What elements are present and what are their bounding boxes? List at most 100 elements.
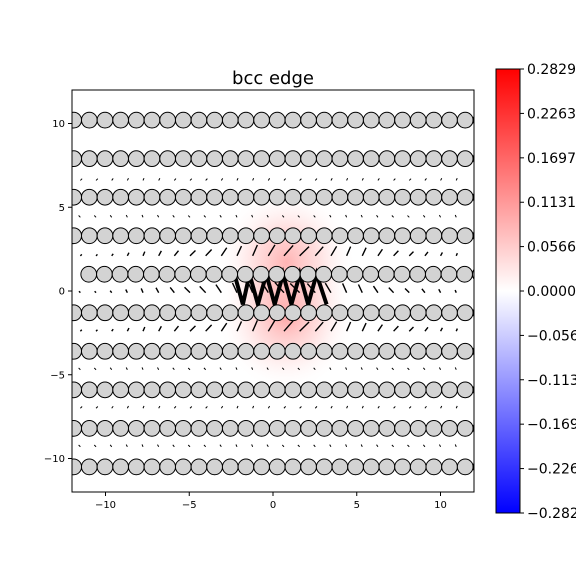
colorbar: 0.2829 0.2263 0.1697 0.1131 0.0566 0.0000 −0.0… (495, 62, 576, 522)
displacement-arrow (313, 367, 316, 371)
atom (409, 227, 427, 245)
displacement-arrow (454, 367, 457, 370)
atom (456, 419, 474, 437)
atom (300, 419, 317, 437)
displacement-arrow (111, 253, 114, 257)
atom (331, 150, 349, 168)
colorbar-tick-label: −0.2263 (527, 462, 576, 478)
displacement-arrow (126, 177, 129, 181)
atom (190, 265, 207, 283)
displacement-arrow (93, 215, 97, 218)
atom (159, 419, 177, 437)
colorbar-tick-label: −0.2829 (527, 506, 576, 522)
displacement-arrow (157, 367, 160, 370)
atom (237, 304, 255, 322)
displacement-arrow (393, 250, 399, 257)
displacement-arrow (393, 178, 396, 181)
displacement-arrow (314, 406, 318, 409)
y-tick-label: −10 (44, 454, 65, 465)
displacement-arrow (157, 214, 160, 218)
atom (331, 458, 349, 476)
displacement-arrow (235, 367, 238, 370)
atom (174, 265, 192, 283)
displacement-arrow (93, 367, 97, 371)
displacement-arrow (78, 215, 81, 218)
atom (112, 419, 130, 437)
atom (284, 111, 302, 129)
displacement-arrow (189, 249, 196, 257)
atom (253, 111, 270, 129)
atom (347, 227, 364, 245)
atom (441, 381, 458, 399)
atom (112, 381, 130, 399)
displacement-arrow (329, 444, 332, 448)
atom (159, 342, 177, 360)
atom (441, 458, 458, 476)
atom (237, 111, 255, 129)
atom (378, 381, 396, 399)
atom (236, 265, 254, 283)
atom (425, 419, 443, 437)
y-tick-label: 10 (52, 119, 65, 130)
atom (284, 150, 302, 168)
displacement-arrow (187, 215, 191, 218)
atom (362, 111, 380, 129)
displacement-arrow (377, 178, 380, 181)
atom (394, 458, 411, 476)
y-tick-label: −5 (50, 370, 65, 381)
atom (300, 150, 317, 168)
atom (456, 458, 474, 476)
atom (96, 265, 113, 283)
displacement-arrow (220, 405, 224, 409)
atom (253, 188, 270, 206)
displacement-arrow (393, 406, 396, 409)
displacement-arrow (109, 214, 113, 218)
colorbar-tick-label: −0.1697 (527, 417, 576, 433)
atom (127, 342, 145, 360)
displacement-arrow (125, 214, 128, 218)
displacement-arrow (125, 289, 128, 293)
atom (472, 153, 474, 164)
atom (300, 342, 317, 360)
displacement-arrow (205, 324, 213, 332)
atom (284, 342, 302, 360)
atom (456, 188, 474, 206)
displacement-arrow (330, 178, 333, 181)
displacement-arrow (330, 245, 338, 257)
atom (159, 458, 177, 476)
displacement-arrow (341, 283, 348, 293)
atom (378, 419, 396, 437)
atom (205, 265, 223, 283)
displacement-arrow (235, 444, 238, 447)
displacement-arrow (215, 284, 222, 294)
atom (221, 304, 239, 322)
atom (127, 188, 145, 206)
atom (456, 227, 474, 245)
colorbar-ticks: 0.2829 0.2263 0.1697 0.1131 0.0566 0.0000 −0.0… (520, 62, 576, 522)
displacement-arrow (455, 405, 458, 409)
displacement-arrow (125, 367, 128, 370)
displacement-arrow (126, 405, 129, 409)
displacement-arrow (297, 215, 300, 218)
atom (378, 150, 396, 168)
displacement-arrow (454, 214, 457, 218)
displacement-arrow (219, 367, 222, 371)
atom (268, 188, 286, 206)
displacement-arrow (79, 329, 83, 332)
displacement-arrow (422, 367, 426, 371)
displacement-arrow (438, 444, 442, 448)
displacement-arrow (361, 322, 367, 332)
displacement-arrow (281, 444, 285, 448)
displacement-arrow (266, 367, 269, 370)
atom (315, 111, 333, 129)
displacement-arrow (141, 367, 144, 370)
atom (471, 268, 474, 280)
displacement-arrow (189, 325, 196, 332)
atom (331, 227, 349, 245)
displacement-arrow (267, 244, 276, 257)
atom (472, 346, 474, 357)
atom (362, 304, 380, 322)
displacement-arrow (330, 321, 338, 332)
displacement-arrow (404, 288, 410, 294)
atom (112, 342, 130, 360)
